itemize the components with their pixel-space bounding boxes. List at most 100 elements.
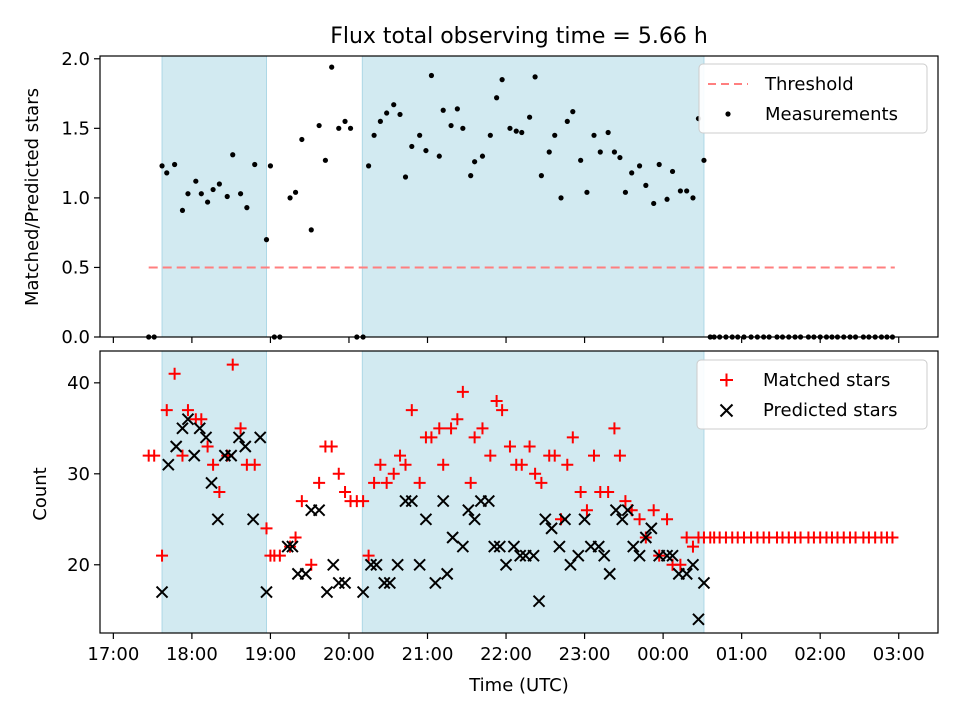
data-point xyxy=(423,147,429,154)
legend-predicted-label: Predicted stars xyxy=(763,400,897,421)
data-point xyxy=(377,118,383,124)
data-point xyxy=(513,128,519,134)
data-point xyxy=(327,558,340,571)
data-point xyxy=(362,549,375,562)
data-point xyxy=(546,149,552,155)
data-point xyxy=(468,431,481,444)
data-point xyxy=(281,540,294,553)
data-point xyxy=(686,540,699,553)
data-point xyxy=(413,558,426,571)
legend-bottom-box xyxy=(696,359,928,430)
data-point xyxy=(267,163,274,169)
data-point xyxy=(263,237,270,243)
data-point xyxy=(356,585,370,599)
data-point xyxy=(210,186,216,193)
data-point xyxy=(205,476,218,490)
data-point xyxy=(172,161,178,168)
data-point xyxy=(230,152,236,158)
data-point xyxy=(619,495,632,508)
data-point xyxy=(391,102,397,108)
data-point xyxy=(159,163,165,169)
data-point xyxy=(185,191,191,197)
data-point xyxy=(633,513,646,526)
data-point xyxy=(462,503,475,517)
legend-bottom: Matched stars Predicted stars xyxy=(696,359,928,430)
data-point xyxy=(552,132,558,138)
data-point xyxy=(507,125,513,131)
data-point xyxy=(532,74,538,80)
data-point xyxy=(193,178,199,184)
data-point xyxy=(357,495,370,508)
data-point xyxy=(320,585,334,599)
data-point xyxy=(545,522,558,535)
data-point xyxy=(570,109,576,115)
data-point xyxy=(164,170,170,176)
data-point xyxy=(391,558,404,571)
x-tick-label: 23:00 xyxy=(559,644,611,665)
data-point xyxy=(598,549,611,562)
data-point xyxy=(252,161,258,168)
data-point xyxy=(368,476,381,489)
legend-matched-label: Matched stars xyxy=(763,370,890,391)
data-point xyxy=(621,503,634,517)
data-point xyxy=(566,431,579,444)
data-point xyxy=(394,449,407,462)
data-point xyxy=(325,440,338,453)
data-point xyxy=(513,549,527,562)
legend-measurements-swatch xyxy=(725,111,731,117)
x-tick-label: 02:00 xyxy=(794,644,846,665)
panel-ratio-ylabel: Matched/Predicted stars xyxy=(22,88,43,306)
y-tick-label: 2.0 xyxy=(61,49,90,70)
data-point xyxy=(622,189,629,195)
data-point xyxy=(248,458,261,471)
data-point xyxy=(179,207,186,214)
data-point xyxy=(660,549,674,562)
data-point xyxy=(370,558,383,571)
data-point xyxy=(329,64,335,70)
data-point xyxy=(629,170,635,176)
data-point xyxy=(289,531,302,544)
data-point xyxy=(419,513,433,526)
data-point xyxy=(564,118,570,124)
y-tick-label: 20 xyxy=(67,555,90,576)
data-point xyxy=(193,422,206,435)
data-point xyxy=(647,504,660,517)
data-point xyxy=(503,440,516,453)
data-point xyxy=(244,205,250,211)
legend-threshold-label: Threshold xyxy=(764,74,854,95)
data-point xyxy=(527,549,540,562)
panel-counts-ylabel: Count xyxy=(30,467,51,520)
data-point xyxy=(168,367,181,380)
data-point xyxy=(669,168,676,175)
data-point xyxy=(468,173,474,179)
data-point xyxy=(198,191,204,197)
y-tick-label: 1.5 xyxy=(61,118,90,139)
y-tick-label: 0.0 xyxy=(61,327,90,348)
data-point xyxy=(493,540,506,553)
data-point xyxy=(886,531,899,544)
y-tick-label: 30 xyxy=(67,464,90,485)
panel-ratio: 0.00.51.01.52.0 Matched/Predicted stars … xyxy=(22,49,939,348)
legend-measurements-label: Measurements xyxy=(765,104,898,125)
data-point xyxy=(440,567,454,581)
data-point xyxy=(160,404,173,417)
data-point xyxy=(479,153,486,159)
data-point xyxy=(195,413,208,426)
data-point xyxy=(312,503,326,517)
y-tick-label: 40 xyxy=(67,373,90,394)
data-point xyxy=(237,191,244,197)
data-point xyxy=(405,404,418,417)
data-point xyxy=(561,458,574,471)
data-point xyxy=(188,449,201,462)
data-point xyxy=(558,513,572,526)
data-point xyxy=(338,576,352,590)
shaded-interval xyxy=(161,55,268,338)
data-point xyxy=(224,449,238,462)
data-point xyxy=(387,467,400,480)
data-point xyxy=(405,494,419,508)
data-point xyxy=(553,540,566,553)
shaded-interval xyxy=(361,350,705,634)
data-point xyxy=(232,431,246,444)
data-point xyxy=(558,195,564,201)
data-point xyxy=(613,449,626,462)
